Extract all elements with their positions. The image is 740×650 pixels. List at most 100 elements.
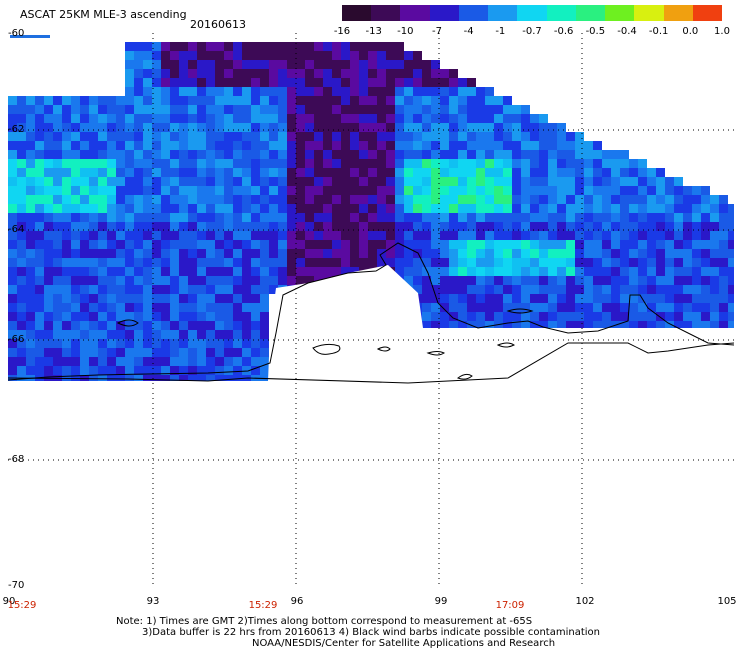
swath-cell	[197, 87, 206, 96]
swath-cell	[440, 249, 449, 258]
swath-cell	[296, 222, 305, 231]
swath-cell	[287, 60, 296, 69]
swath-cell	[143, 357, 152, 366]
swath-cell	[431, 105, 440, 114]
swath-cell	[719, 231, 728, 240]
swath-cell	[377, 60, 386, 69]
swath-cell	[17, 168, 26, 177]
swath-cell	[665, 258, 674, 267]
swath-cell	[440, 276, 449, 285]
swath-cell	[143, 339, 152, 348]
swath-cell	[35, 231, 44, 240]
swath-cell	[458, 303, 467, 312]
swath-cell	[332, 267, 341, 276]
swath-cell	[521, 285, 530, 294]
swath-cell	[638, 321, 647, 330]
ice-shelf-edge	[8, 342, 734, 384]
swath-cell	[701, 204, 710, 213]
swath-cell	[125, 339, 134, 348]
swath-cell	[233, 87, 242, 96]
swath-cell	[629, 231, 638, 240]
swath-cell	[17, 330, 26, 339]
swath-cell	[323, 69, 332, 78]
swath-cell	[107, 150, 116, 159]
swath-cell	[674, 204, 683, 213]
swath-cell	[341, 51, 350, 60]
swath-cell	[314, 231, 323, 240]
swath-cell	[206, 87, 215, 96]
swath-cell	[431, 258, 440, 267]
swath-cell	[269, 78, 278, 87]
swath-cell	[620, 177, 629, 186]
swath-cell	[350, 240, 359, 249]
swath-cell	[251, 249, 260, 258]
swath-cell	[539, 123, 548, 132]
swath-cell	[260, 366, 269, 375]
swath-cell	[197, 96, 206, 105]
swath-cell	[638, 249, 647, 258]
swath-cell	[188, 339, 197, 348]
swath-cell	[215, 87, 224, 96]
swath-cell	[638, 303, 647, 312]
swath-cell	[530, 267, 539, 276]
swath-cell	[413, 78, 422, 87]
swath-cell	[467, 204, 476, 213]
swath-cell	[701, 267, 710, 276]
swath-cell	[44, 285, 53, 294]
swath-cell	[485, 240, 494, 249]
swath-cell	[260, 177, 269, 186]
swath-cell	[377, 105, 386, 114]
swath-cell	[80, 204, 89, 213]
swath-cell	[584, 195, 593, 204]
swath-cell	[647, 222, 656, 231]
latitude-label: -64	[8, 224, 25, 235]
swath-cell	[422, 258, 431, 267]
swath-cell	[89, 348, 98, 357]
swath-cell	[197, 303, 206, 312]
swath-cell	[8, 213, 17, 222]
swath-cell	[44, 222, 53, 231]
swath-cell	[323, 168, 332, 177]
swath-cell	[602, 321, 611, 330]
swath-cell	[431, 186, 440, 195]
swath-cell	[485, 213, 494, 222]
swath-cell	[458, 123, 467, 132]
swath-cell	[701, 195, 710, 204]
swath-cell	[188, 267, 197, 276]
swath-cell	[116, 114, 125, 123]
swath-cell	[557, 294, 566, 303]
swath-cell	[26, 312, 35, 321]
swath-cell	[629, 195, 638, 204]
swath-cell	[224, 96, 233, 105]
swath-cell	[539, 249, 548, 258]
swath-cell	[260, 87, 269, 96]
swath-cell	[278, 150, 287, 159]
swath-cell	[440, 213, 449, 222]
swath-cell	[188, 150, 197, 159]
swath-cell	[71, 294, 80, 303]
swath-cell	[503, 213, 512, 222]
swath-cell	[44, 348, 53, 357]
swath-cell	[260, 105, 269, 114]
swath-cell	[197, 69, 206, 78]
swath-cell	[134, 258, 143, 267]
swath-cell	[179, 330, 188, 339]
swath-cell	[152, 312, 161, 321]
swath-cell	[305, 114, 314, 123]
swath-cell	[107, 267, 116, 276]
swath-cell	[548, 312, 557, 321]
swath-cell	[719, 213, 728, 222]
swath-cell	[98, 240, 107, 249]
swath-cell	[323, 141, 332, 150]
swath-cell	[179, 213, 188, 222]
swath-cell	[305, 78, 314, 87]
swath-cell	[530, 321, 539, 330]
swath-cell	[323, 258, 332, 267]
swath-cell	[377, 240, 386, 249]
swath-cell	[26, 159, 35, 168]
swath-cell	[125, 96, 134, 105]
swath-cell	[224, 51, 233, 60]
swath-cell	[359, 114, 368, 123]
swath-cell	[431, 240, 440, 249]
time-label: 15:29	[7, 600, 37, 611]
